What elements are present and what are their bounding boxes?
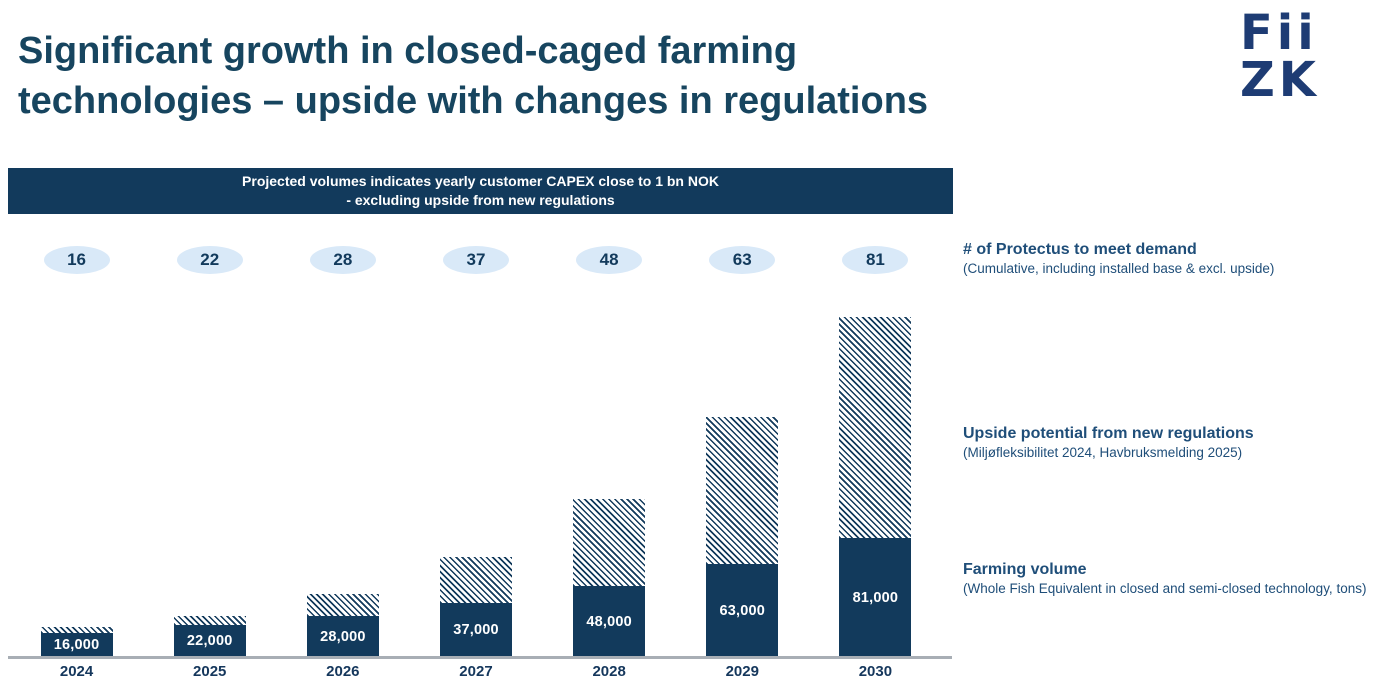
bar-value-label: 63,000 xyxy=(719,602,766,619)
upside-bar-segment xyxy=(439,557,512,603)
upside-bar-segment xyxy=(573,499,646,586)
farming-volume-bar-segment: 63,000 xyxy=(706,564,779,657)
stacked-bar-2025: 22,000 xyxy=(173,616,246,657)
fiizk-logo: Fii ZK xyxy=(1240,5,1320,108)
farming-volume-bar-segment: 48,000 xyxy=(573,586,646,657)
chart-column-2026: 28 28,000 xyxy=(276,246,409,657)
chart-column-2029: 63 63,000 xyxy=(676,246,809,657)
x-axis-line xyxy=(8,656,952,659)
annotation-upside-potential: Upside potential from new regulations (M… xyxy=(963,424,1368,462)
protectus-count-badge: 48 xyxy=(576,246,643,274)
chart-column-2028: 48 48,000 xyxy=(543,246,676,657)
x-axis-label-2028: 2028 xyxy=(592,663,626,680)
x-axis-label-2030: 2030 xyxy=(858,663,893,680)
stacked-bar-2024: 16,000 xyxy=(40,627,113,657)
stacked-bar-2026: 28,000 xyxy=(306,594,379,657)
x-axis-label-2027: 2027 xyxy=(459,663,493,680)
bar-value-label: 16,000 xyxy=(53,637,100,653)
x-axis-label-2024: 2024 xyxy=(59,663,94,680)
farming-volume-bar-segment: 28,000 xyxy=(306,616,379,657)
annotation-heading: # of Protectus to meet demand xyxy=(963,241,1197,258)
upside-bar-segment xyxy=(40,627,113,633)
annotation-heading: Upside potential from new regulations xyxy=(963,425,1254,442)
chart-column-2025: 22 22,000 xyxy=(143,246,276,657)
capex-banner: Projected volumes indicates yearly custo… xyxy=(8,168,953,214)
page-title-line-2: technologies – upside with changes in re… xyxy=(18,80,929,122)
annotation-subtext: (Miljøfleksibilitet 2024, Havbruksmeldin… xyxy=(963,445,1243,460)
chart-column-2030: 81 81,000 xyxy=(809,246,942,657)
upside-bar-segment xyxy=(706,417,779,564)
bar-value-label: 37,000 xyxy=(453,622,499,638)
stacked-bar-2030: 81,000 xyxy=(839,317,912,657)
chart-column-2027: 37 37,000 xyxy=(409,246,542,657)
farming-volume-bar-segment: 22,000 xyxy=(173,625,246,657)
annotation-subtext: (Cumulative, including installed base & … xyxy=(963,261,1275,276)
annotation-subtext: (Whole Fish Equivalent in closed and sem… xyxy=(963,581,1367,596)
upside-bar-segment xyxy=(173,616,246,625)
bar-value-label: 48,000 xyxy=(586,613,632,630)
fiizk-logo-line-1: Fii xyxy=(1240,5,1318,61)
stacked-bar-2027: 37,000 xyxy=(439,557,512,657)
farming-volume-bar-segment: 81,000 xyxy=(839,538,912,657)
annotation-protectus-demand: # of Protectus to meet demand (Cumulativ… xyxy=(963,240,1368,278)
fiizk-logo-line-2: ZK xyxy=(1240,52,1320,108)
upside-bar-segment xyxy=(306,594,379,616)
farming-volume-bar-segment: 16,000 xyxy=(40,633,113,657)
protectus-count-badge: 16 xyxy=(43,246,110,274)
protectus-count-badge: 63 xyxy=(709,246,776,274)
bar-value-label: 28,000 xyxy=(320,628,366,645)
upside-bar-segment xyxy=(839,317,912,538)
capex-banner-line-1: Projected volumes indicates yearly custo… xyxy=(242,173,719,189)
x-axis-label-2026: 2026 xyxy=(326,663,360,680)
bar-chart: 16 16,000 22 22,000 28 28,000 37 37,000 48 48,000… xyxy=(10,246,942,657)
protectus-count-badge: 22 xyxy=(176,246,243,274)
stacked-bar-2028: 48,000 xyxy=(573,499,646,657)
protectus-count-badge: 28 xyxy=(309,246,376,274)
page-title-line-1: Significant growth in closed-caged farmi… xyxy=(18,30,798,72)
x-axis-labels: 2024 2025 2026 2027 2028 2029 2030 xyxy=(10,663,942,680)
protectus-count-badge: 81 xyxy=(842,246,909,274)
protectus-count-badge: 37 xyxy=(442,246,509,274)
page-title: Significant growth in closed-caged farmi… xyxy=(18,26,1118,126)
capex-banner-line-2: - excluding upside from new regulations xyxy=(346,192,615,208)
bar-value-label: 22,000 xyxy=(186,633,233,649)
farming-volume-bar-segment: 37,000 xyxy=(439,603,512,657)
annotation-farming-volume: Farming volume (Whole Fish Equivalent in… xyxy=(963,560,1368,598)
stacked-bar-2029: 63,000 xyxy=(706,417,779,657)
bar-value-label: 81,000 xyxy=(852,589,899,606)
x-axis-label-2029: 2029 xyxy=(725,663,759,680)
chart-column-2024: 16 16,000 xyxy=(10,246,143,657)
annotation-heading: Farming volume xyxy=(963,561,1087,578)
x-axis-label-2025: 2025 xyxy=(193,663,227,680)
